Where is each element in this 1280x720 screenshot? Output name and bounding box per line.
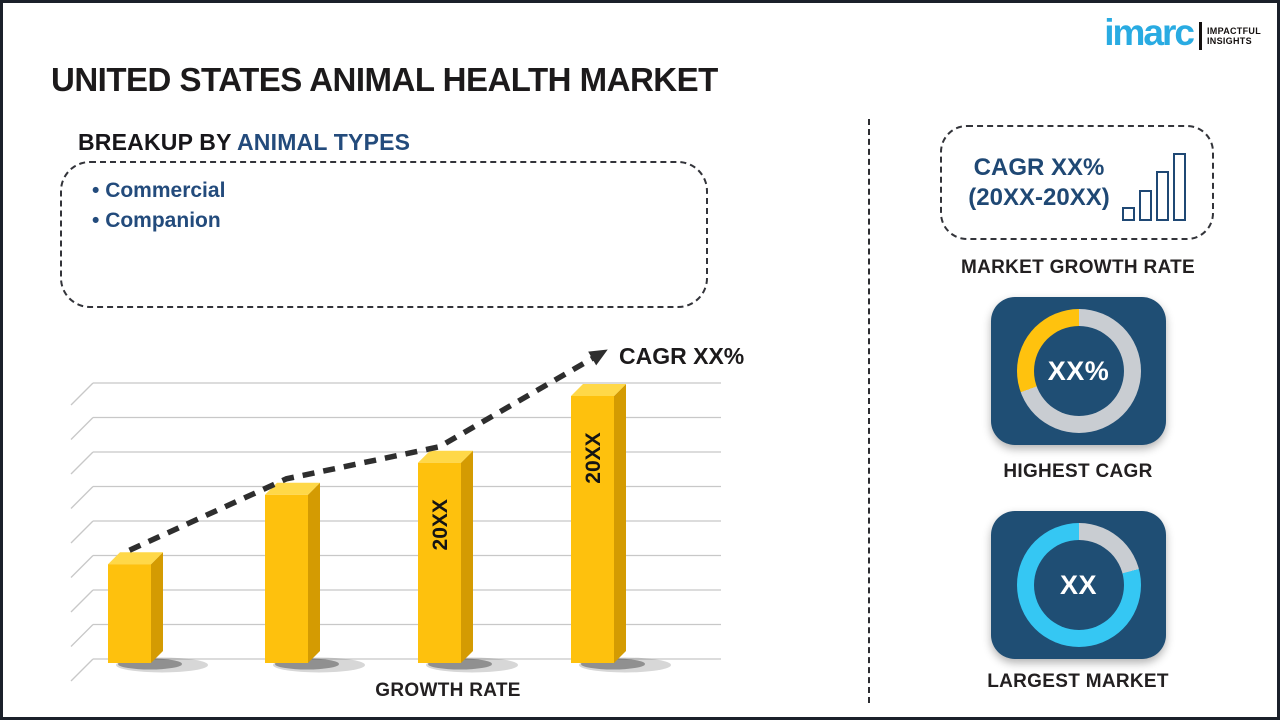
highest-cagr-donut: XX% xyxy=(1016,309,1141,433)
breakup-heading-highlight: ANIMAL TYPES xyxy=(236,129,411,155)
bar xyxy=(265,482,365,673)
bar: 20XX xyxy=(418,450,518,673)
largest-market-tile: XX xyxy=(991,511,1166,659)
xaxis-label: GROWTH RATE xyxy=(375,680,521,701)
bar xyxy=(108,552,208,673)
trend-line xyxy=(128,353,598,553)
cagr-summary-box: CAGR XX% (20XX-20XX) xyxy=(940,125,1214,240)
logo-tagline-line1: IMPACTFUL xyxy=(1206,25,1261,36)
imarc-logo-wordmark: imarc xyxy=(1104,12,1195,53)
cagr-line1: CAGR XX% xyxy=(973,153,1105,181)
bar-year-label: 20XX xyxy=(582,432,605,483)
page-title: UNITED STATES ANIMAL HEALTH MARKET xyxy=(51,61,718,98)
bar-chart-icon xyxy=(1121,151,1186,221)
logo-tagline: IMPACTFUL INSIGHTS xyxy=(1207,26,1261,47)
largest-market-caption: LARGEST MARKET xyxy=(987,671,1169,692)
highest-cagr-tile: XX% xyxy=(991,297,1166,445)
growth-bar-chart: 20XX 20XX CAGR XX% GROWTH RATE xyxy=(63,343,745,715)
market-growth-rate-caption: MARKET GROWTH RATE xyxy=(960,257,1196,278)
cagr-summary-text: CAGR XX% (20XX-20XX) xyxy=(968,153,1109,213)
bar: 20XX xyxy=(571,384,671,673)
logo-tagline-line2: INSIGHTS xyxy=(1206,36,1252,46)
logo-divider xyxy=(1198,22,1202,50)
imarc-logo: imarc IMPACTFUL INSIGHTS xyxy=(1104,12,1261,53)
breakup-box: Commercial Companion xyxy=(60,161,708,308)
list-item: Companion xyxy=(92,206,706,236)
donut-hole: XX xyxy=(1033,540,1124,630)
largest-market-donut: XX xyxy=(1016,523,1141,647)
highest-cagr-value: XX% xyxy=(1047,355,1110,386)
breakup-heading: BREAKUP BY ANIMAL TYPES xyxy=(78,129,410,156)
breakup-heading-prefix: BREAKUP BY xyxy=(78,129,237,155)
section-divider xyxy=(868,119,870,703)
breakup-list: Commercial Companion xyxy=(62,163,706,236)
cagr-line2: (20XX-20XX) xyxy=(968,183,1110,211)
donut-hole: XX% xyxy=(1033,326,1124,416)
trend-arrowhead xyxy=(588,349,608,366)
largest-market-value: XX xyxy=(1059,569,1098,600)
growth-bar-chart-svg: 20XX 20XX xyxy=(70,349,721,682)
bars: 20XX 20XX xyxy=(108,384,671,673)
highest-cagr-caption: HIGHEST CAGR xyxy=(1003,461,1153,482)
list-item: Commercial xyxy=(92,176,706,206)
trend-cagr-label: CAGR XX% xyxy=(619,343,745,369)
bar-year-label: 20XX xyxy=(429,499,452,550)
